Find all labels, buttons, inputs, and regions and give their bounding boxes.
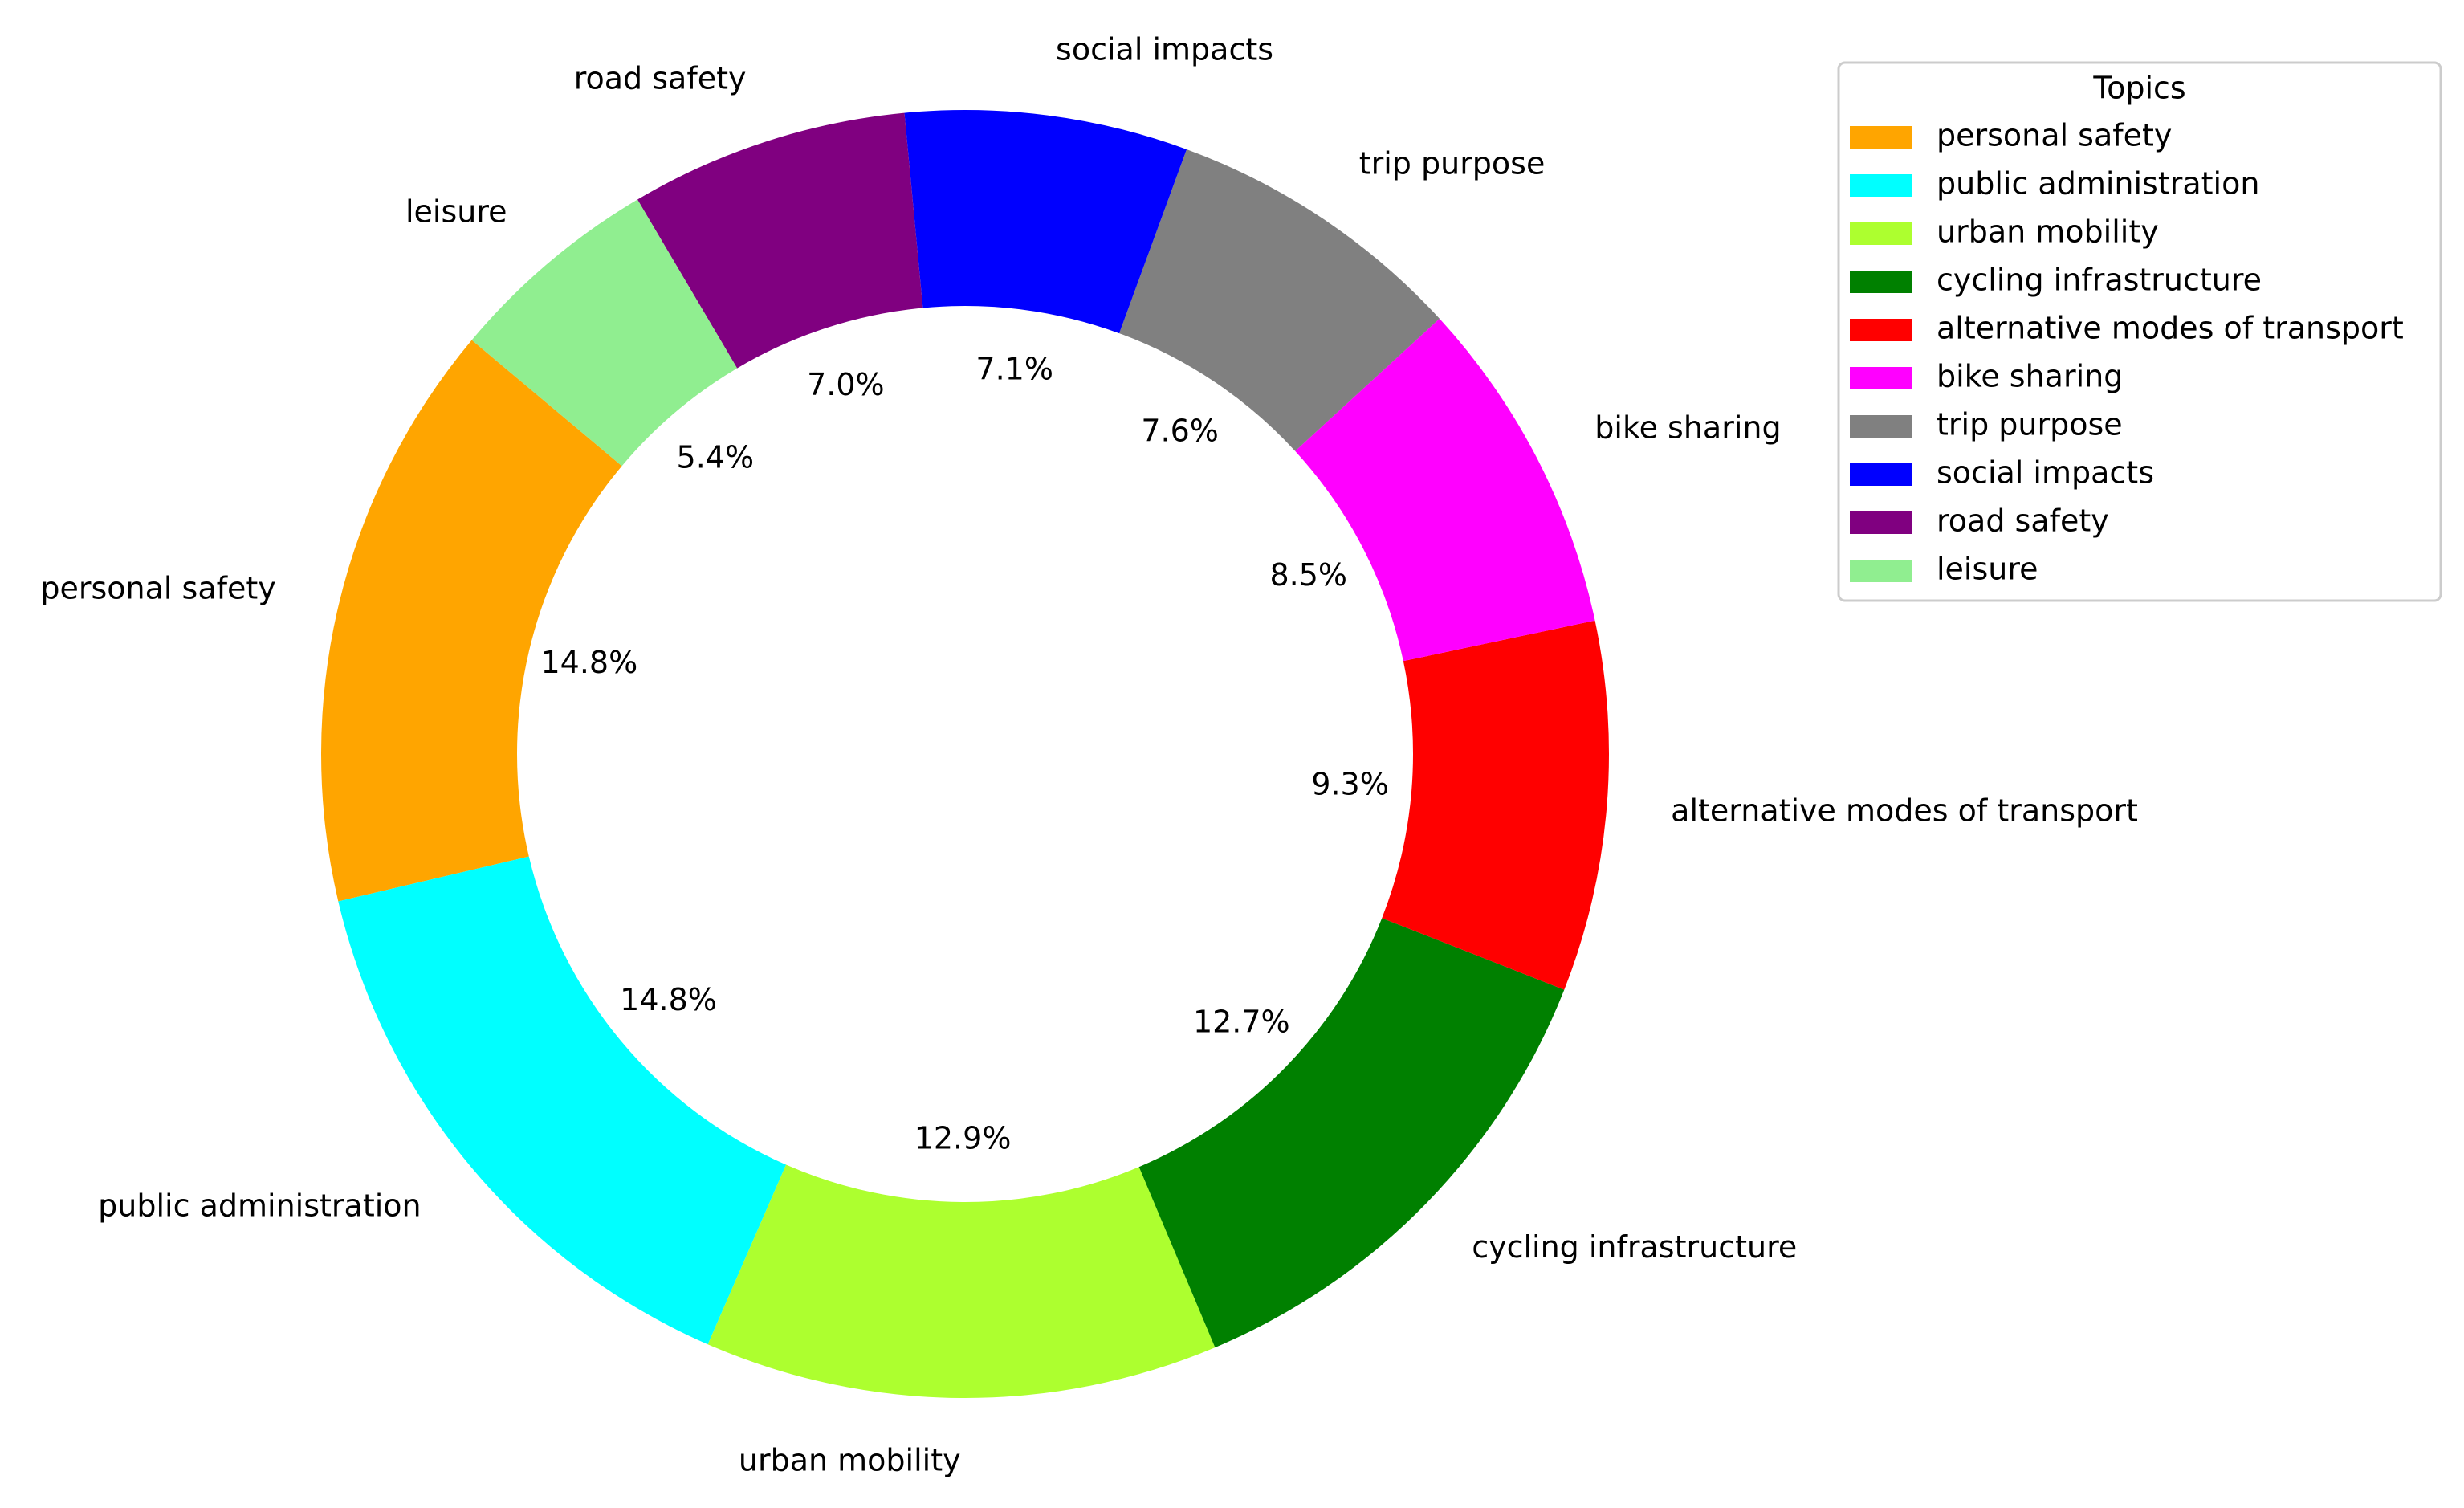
legend-swatch: [1850, 319, 1912, 341]
legend-label: personal safety: [1937, 118, 2172, 153]
donut-slice: [904, 110, 1187, 334]
slice-label: social impacts: [1056, 32, 1273, 67]
donut-slice: [338, 856, 787, 1345]
percent-label: 12.9%: [914, 1121, 1012, 1156]
percent-label: 5.4%: [677, 439, 755, 475]
percent-label: 12.7%: [1193, 1005, 1290, 1040]
legend-swatch: [1850, 463, 1912, 486]
slice-label: urban mobility: [739, 1443, 961, 1478]
percent-label: 9.3%: [1311, 766, 1389, 801]
donut-slice: [1295, 318, 1595, 662]
legend-swatch: [1850, 222, 1912, 245]
legend-swatch: [1850, 560, 1912, 582]
legend-label: urban mobility: [1937, 214, 2159, 250]
legend-label: road safety: [1937, 503, 2109, 539]
donut-slice: [707, 1164, 1216, 1399]
slice-label: bike sharing: [1594, 410, 1781, 446]
legend-label: social impacts: [1937, 455, 2154, 491]
percent-label: 14.8%: [620, 982, 717, 1017]
slice-label: public administration: [98, 1188, 421, 1224]
slice-label: trip purpose: [1359, 145, 1546, 181]
legend-swatch: [1850, 415, 1912, 438]
slice-label: personal safety: [40, 570, 275, 605]
slice-label: leisure: [405, 194, 507, 230]
legend-swatch: [1850, 126, 1912, 149]
slice-label: cycling infrastructure: [1472, 1229, 1797, 1265]
donut-slice: [1138, 918, 1565, 1348]
percent-label: 14.8%: [541, 645, 638, 680]
legend-label: leisure: [1937, 552, 2038, 587]
legend: Topics personal safety public administrati…: [1837, 61, 2442, 602]
donut-slice: [637, 112, 923, 369]
percent-label: 7.1%: [975, 351, 1053, 386]
legend-label: public administration: [1937, 166, 2259, 202]
slice-label: road safety: [574, 60, 747, 96]
legend-swatch: [1850, 174, 1912, 197]
donut-slice: [471, 199, 738, 467]
legend-label: trip purpose: [1937, 407, 2123, 442]
legend-title: Topics: [2092, 71, 2185, 106]
legend-label: cycling infrastructure: [1937, 263, 2262, 298]
legend-swatch: [1850, 271, 1912, 293]
legend-swatch: [1850, 511, 1912, 534]
donut-slice: [1382, 620, 1609, 990]
percent-label: 8.5%: [1270, 557, 1348, 593]
percent-label: 7.6%: [1141, 414, 1219, 449]
slice-label: alternative modes of transport: [1671, 793, 2138, 829]
legend-swatch: [1850, 367, 1912, 389]
legend-label: bike sharing: [1937, 359, 2123, 394]
donut-slice: [1119, 149, 1440, 451]
donut-slice: [321, 340, 622, 902]
legend-label: alternative modes of transport: [1937, 311, 2404, 346]
legend-frame: [1837, 61, 2442, 602]
percent-label: 7.0%: [807, 367, 885, 402]
